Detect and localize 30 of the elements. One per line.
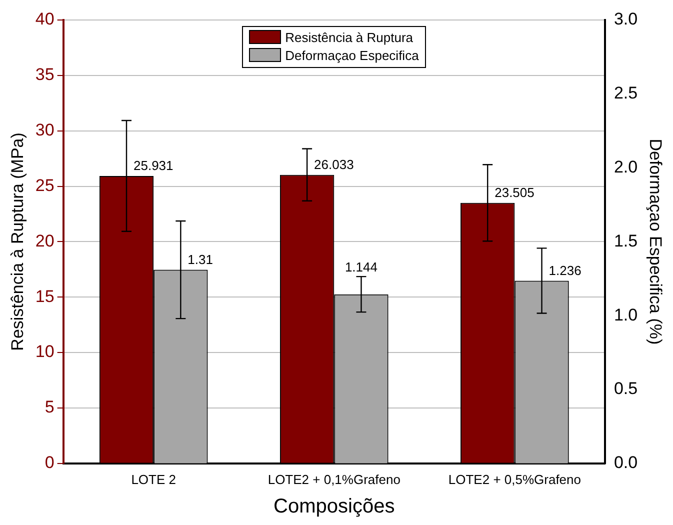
y-tick-label: 30 (35, 120, 54, 140)
y-tick-label: 40 (35, 10, 54, 29)
y-tick-label: 25 (35, 176, 54, 195)
y2-axis-title: Deformaçao Especifica (%) (646, 138, 666, 345)
y-tick-label: 20 (35, 231, 54, 250)
y2-tick-label: 2.0 (614, 157, 638, 176)
data-label: 1.236 (548, 262, 582, 278)
y-tick-label: 0 (44, 453, 54, 472)
x-tick-label: LOTE2 + 0,1%Grafeno (268, 472, 400, 487)
y2-tick-label: 0.0 (614, 453, 638, 472)
data-label: 26.033 (314, 156, 354, 172)
legend-label: Deformaçao Especifica (285, 48, 419, 63)
y-axis-title: Resistência à Ruptura (MPa) (8, 132, 27, 351)
y2-tick-label: 2.5 (614, 84, 638, 103)
y-tick-label: 35 (35, 65, 54, 84)
data-label: 23.505 (494, 184, 534, 200)
y2-tick-label: 1.0 (614, 305, 638, 324)
y-tick-label: 10 (35, 342, 54, 362)
x-axis-title: Composições (274, 496, 395, 518)
x-tick-label: LOTE 2 (131, 472, 176, 487)
data-label: 25.931 (134, 158, 174, 174)
y2-tick-label: 3.0 (614, 10, 638, 29)
y2-tick-label: 0.5 (614, 379, 638, 398)
y-tick-label: 5 (44, 398, 54, 417)
y2-tick-label: 1.5 (614, 231, 638, 250)
y-tick-label: 15 (35, 286, 54, 306)
data-label: 1.144 (344, 260, 378, 275)
legend-label: Resistência à Ruptura (285, 30, 414, 45)
data-label: 1.31 (188, 252, 213, 267)
x-tick-label: LOTE2 + 0,5%Grafeno (448, 472, 581, 487)
